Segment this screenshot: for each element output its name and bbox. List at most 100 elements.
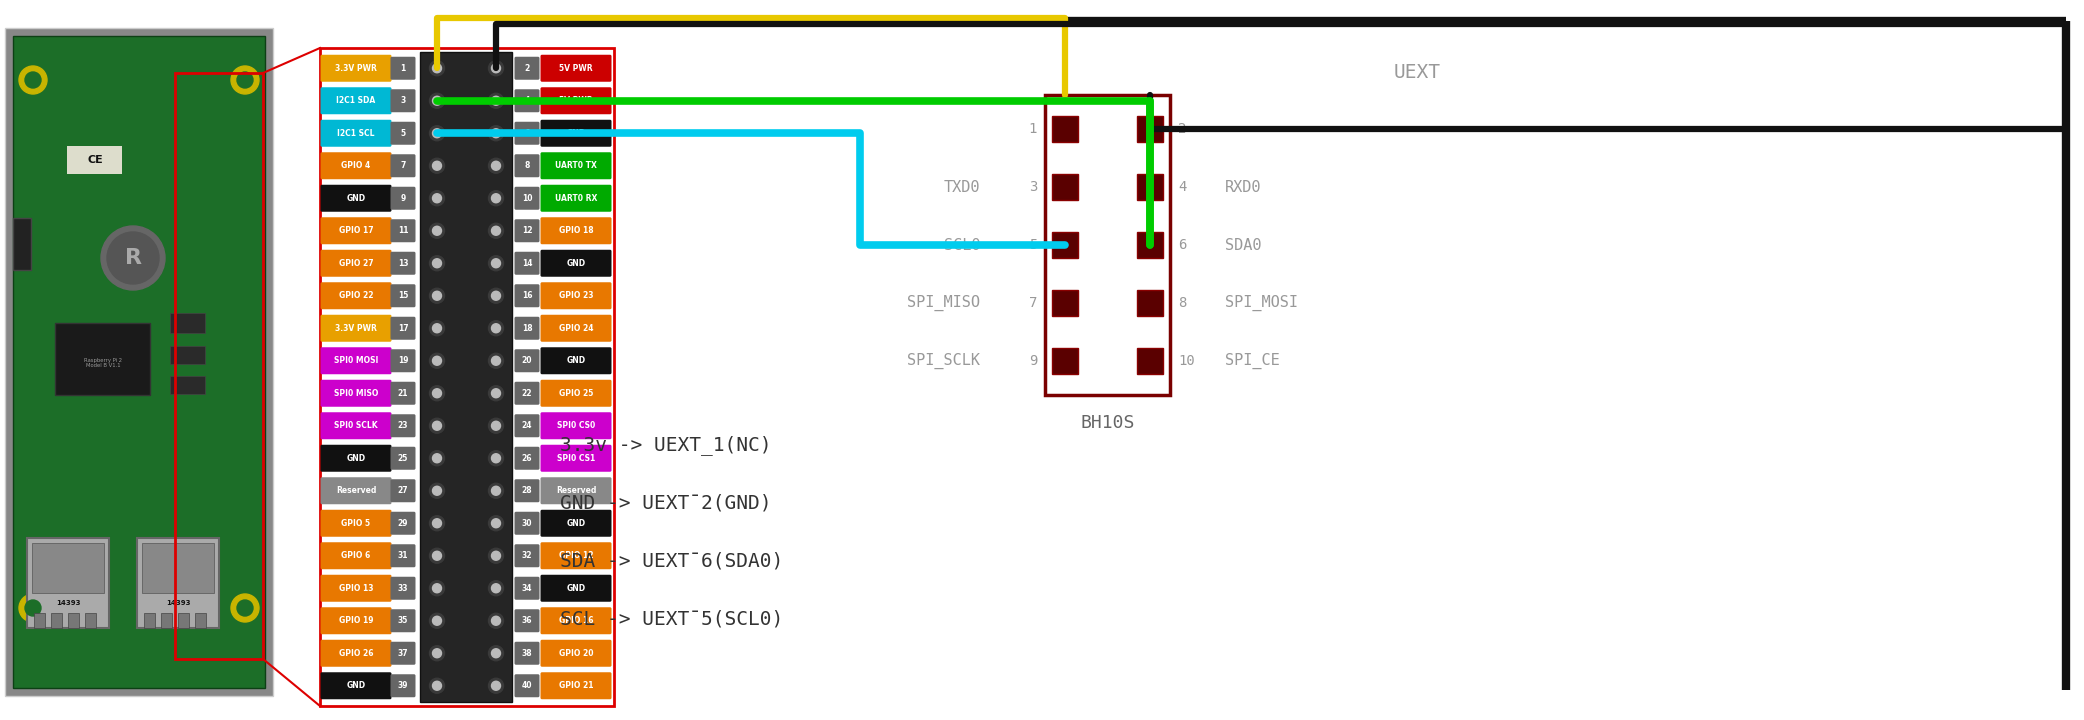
Circle shape [492, 292, 500, 300]
FancyBboxPatch shape [321, 379, 392, 407]
Text: GND: GND [346, 194, 365, 203]
Text: 17: 17 [398, 324, 408, 333]
Circle shape [433, 64, 442, 73]
Circle shape [429, 223, 444, 238]
Circle shape [433, 258, 442, 268]
Circle shape [488, 646, 504, 661]
Circle shape [433, 616, 442, 625]
FancyBboxPatch shape [390, 252, 415, 275]
Circle shape [492, 486, 500, 495]
FancyBboxPatch shape [540, 445, 611, 472]
FancyBboxPatch shape [390, 609, 415, 632]
Text: 16: 16 [521, 292, 531, 300]
FancyBboxPatch shape [321, 477, 392, 504]
Text: GND: GND [567, 356, 586, 365]
Text: UART0 RX: UART0 RX [554, 194, 598, 203]
FancyBboxPatch shape [321, 672, 392, 699]
Text: 34: 34 [521, 584, 531, 593]
Circle shape [488, 483, 504, 498]
Circle shape [19, 594, 48, 622]
FancyBboxPatch shape [390, 154, 415, 177]
Text: GPIO 18: GPIO 18 [559, 226, 594, 235]
Text: 10: 10 [1177, 354, 1194, 368]
Circle shape [433, 292, 442, 300]
FancyBboxPatch shape [515, 89, 540, 112]
Text: 3.3v -> UEXT_1(NC): 3.3v -> UEXT_1(NC) [561, 435, 771, 455]
Circle shape [492, 356, 500, 365]
Text: 14: 14 [521, 258, 531, 268]
Circle shape [25, 600, 42, 616]
Bar [13, 36, 265, 688]
Circle shape [492, 421, 500, 431]
Circle shape [488, 288, 504, 303]
Circle shape [488, 126, 504, 140]
Circle shape [488, 94, 504, 108]
FancyBboxPatch shape [321, 315, 392, 342]
Text: SDA0: SDA0 [1225, 238, 1261, 253]
FancyBboxPatch shape [540, 282, 611, 310]
FancyBboxPatch shape [540, 607, 611, 634]
FancyBboxPatch shape [390, 57, 415, 80]
Circle shape [492, 389, 500, 397]
FancyBboxPatch shape [540, 672, 611, 699]
Text: GPIO 21: GPIO 21 [559, 681, 594, 690]
FancyBboxPatch shape [540, 185, 611, 212]
Text: 33: 33 [398, 584, 408, 593]
Circle shape [429, 483, 444, 498]
Circle shape [429, 60, 444, 76]
FancyBboxPatch shape [540, 315, 611, 342]
Text: 40: 40 [521, 681, 531, 690]
FancyBboxPatch shape [540, 217, 611, 244]
FancyBboxPatch shape [390, 512, 415, 535]
Circle shape [492, 258, 500, 268]
Text: 9: 9 [400, 194, 406, 203]
Circle shape [492, 226, 500, 235]
FancyBboxPatch shape [321, 542, 392, 570]
FancyBboxPatch shape [321, 217, 392, 244]
Bar [1138, 116, 1163, 142]
Text: 5V PWR: 5V PWR [559, 64, 592, 73]
Text: 38: 38 [521, 649, 531, 658]
Text: 10: 10 [521, 194, 531, 203]
Circle shape [429, 256, 444, 271]
Bar [171, 376, 204, 394]
Text: 12: 12 [521, 226, 531, 235]
Circle shape [429, 678, 444, 693]
FancyBboxPatch shape [390, 382, 415, 405]
Circle shape [488, 354, 504, 368]
Circle shape [433, 194, 442, 203]
FancyBboxPatch shape [540, 55, 611, 82]
Text: GPIO 12: GPIO 12 [559, 552, 594, 560]
FancyBboxPatch shape [321, 347, 392, 374]
Text: 2: 2 [1177, 122, 1186, 136]
Text: 15: 15 [398, 292, 408, 300]
Circle shape [100, 226, 165, 290]
Circle shape [231, 66, 258, 94]
Circle shape [433, 584, 442, 593]
Text: GND: GND [346, 454, 365, 463]
Circle shape [488, 191, 504, 206]
Text: SPI_MOSI: SPI_MOSI [1225, 295, 1298, 311]
Bar [1138, 290, 1163, 316]
FancyBboxPatch shape [515, 414, 540, 437]
FancyBboxPatch shape [390, 186, 415, 210]
FancyBboxPatch shape [390, 674, 415, 697]
FancyBboxPatch shape [321, 607, 392, 634]
Bar [144, 613, 154, 628]
Text: I2C1 SDA: I2C1 SDA [336, 96, 375, 105]
FancyBboxPatch shape [515, 674, 540, 697]
FancyBboxPatch shape [515, 154, 540, 177]
Text: SPI0 CS1: SPI0 CS1 [556, 454, 596, 463]
Text: GPIO 17: GPIO 17 [340, 226, 373, 235]
Text: GPIO 20: GPIO 20 [559, 649, 594, 658]
Circle shape [429, 418, 444, 433]
Bar [4, 28, 273, 696]
Text: UEXT: UEXT [1394, 63, 1440, 81]
Text: 3: 3 [400, 96, 406, 105]
Bar [1138, 232, 1163, 258]
Circle shape [433, 129, 442, 138]
FancyBboxPatch shape [321, 250, 392, 276]
FancyBboxPatch shape [515, 446, 540, 469]
Circle shape [19, 66, 48, 94]
FancyBboxPatch shape [515, 642, 540, 665]
